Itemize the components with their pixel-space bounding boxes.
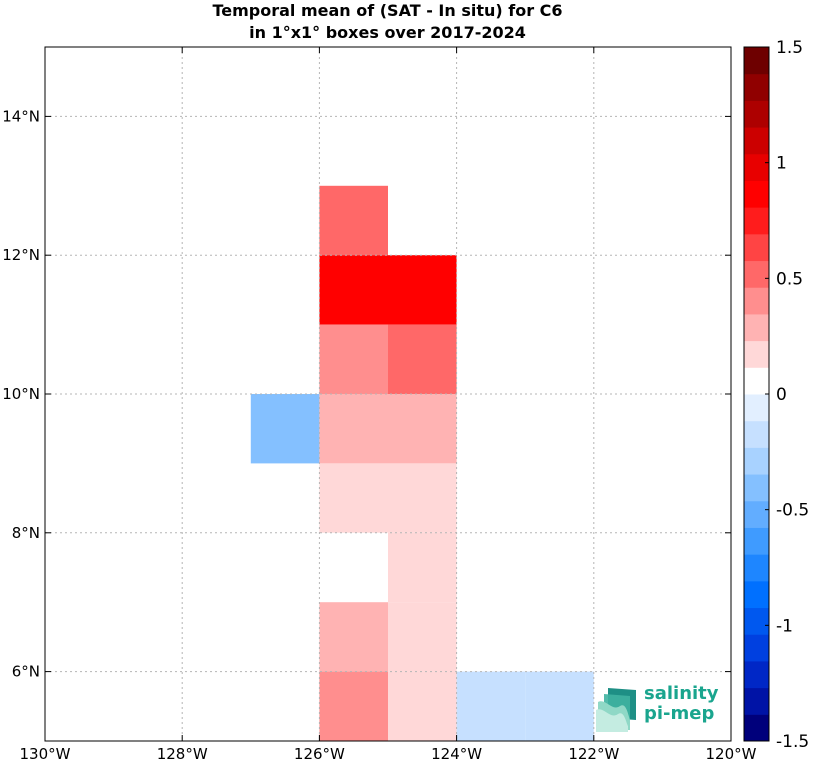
colorbar-level — [744, 180, 769, 208]
y-tick-label: 10°N — [2, 385, 40, 403]
colorbar-level — [744, 313, 769, 342]
colorbar-tick-label: 1 — [776, 154, 787, 174]
colorbar-level — [744, 340, 769, 368]
colorbar-level — [744, 580, 769, 609]
colorbar-level — [744, 420, 769, 448]
colorbar-level — [744, 714, 769, 742]
colorbar-level — [744, 634, 769, 662]
salinity-pimep-logo: salinity pi-mep — [596, 682, 726, 732]
heatmap-cell — [319, 394, 388, 464]
x-tick-label: 130°W — [20, 745, 71, 763]
y-tick-label: 14°N — [2, 107, 40, 125]
x-tick-label: 122°W — [568, 745, 619, 763]
heatmap-cell — [319, 324, 388, 394]
colorbar-level — [744, 100, 769, 128]
colorbar-tick-label: 1.5 — [776, 38, 803, 58]
colorbar-level — [744, 153, 769, 181]
y-tick-label: 12°N — [2, 246, 40, 264]
colorbar-level — [744, 260, 769, 288]
heatmap-cell — [319, 255, 388, 325]
heatmap-cells — [250, 185, 594, 741]
colorbar-level — [744, 394, 769, 422]
colorbar-level — [744, 500, 769, 528]
colorbar-tick-label: -0.5 — [776, 501, 809, 521]
axis-ticks: 130°W 128°W 126°W 124°W 122°W 120°W 6°N 8°N 10°N… — [2, 47, 757, 763]
heatmap-cell — [250, 394, 320, 464]
logo-text-pimep: pi-mep — [644, 703, 715, 724]
y-tick-label: 6°N — [12, 663, 40, 681]
chart-title-line2: in 1°x1° boxes over 2017-2024 — [249, 23, 526, 42]
heatmap-cell — [388, 324, 457, 394]
colorbar-level — [744, 687, 769, 715]
colorbar-level — [744, 233, 769, 262]
heatmap-cell — [319, 602, 388, 672]
x-tick-label: 120°W — [706, 745, 757, 763]
heatmap-cell — [388, 255, 457, 325]
wave-layers-icon — [596, 688, 636, 732]
colorbar: 1.5 1 0.5 0 -0.5 -1 -1.5 — [743, 38, 809, 752]
colorbar-level — [744, 607, 769, 635]
heatmap-cell — [388, 394, 457, 464]
colorbar-level — [744, 127, 769, 155]
heatmap-cell — [388, 671, 457, 741]
x-tick-label: 124°W — [431, 745, 482, 763]
colorbar-level — [744, 73, 769, 101]
heatmap-cell — [319, 532, 388, 603]
chart-title: Temporal mean of (SAT - In situ) for C6 … — [45, 0, 730, 44]
heatmap-cell — [388, 532, 457, 603]
heatmap-cell — [319, 671, 388, 741]
colorbar-level — [744, 660, 769, 689]
heatmap-cell — [388, 602, 457, 672]
colorbar-tick-label: 0.5 — [776, 269, 803, 289]
grid-lines — [45, 47, 731, 741]
heatmap-cell — [525, 671, 594, 741]
heatmap-cell — [319, 185, 388, 256]
heatmap-cell — [388, 463, 457, 533]
x-tick-label: 126°W — [294, 745, 345, 763]
heatmap-cell — [456, 671, 526, 741]
colorbar-tick-label: 0 — [776, 385, 787, 405]
colorbar-level — [744, 367, 769, 395]
x-tick-label: 128°W — [157, 745, 208, 763]
colorbar-level — [744, 447, 769, 475]
colorbar-level — [744, 527, 769, 555]
colorbar-tick-label: -1 — [776, 616, 793, 636]
colorbar-level — [744, 554, 769, 582]
colorbar-tick-label: -1.5 — [776, 732, 809, 752]
colorbar-level — [744, 474, 769, 502]
logo-text-salinity: salinity — [644, 683, 719, 704]
chart-title-line1: Temporal mean of (SAT - In situ) for C6 — [212, 1, 563, 20]
heatmap-cell — [319, 463, 388, 533]
colorbar-level — [744, 207, 769, 235]
y-tick-label: 8°N — [12, 524, 40, 542]
colorbar-level — [744, 287, 769, 315]
colorbar-level — [744, 47, 769, 75]
